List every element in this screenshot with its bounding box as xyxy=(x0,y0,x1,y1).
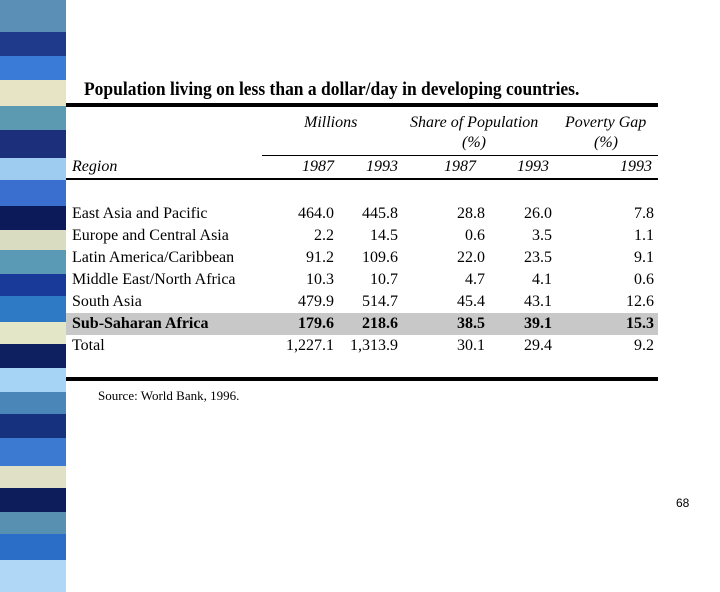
header-year-1: 1987 xyxy=(302,158,334,175)
row-value: 1,227.1 xyxy=(286,337,334,354)
row-region: Sub-Saharan Africa xyxy=(72,315,209,332)
stripe-block xyxy=(0,206,66,230)
row-value: 514.7 xyxy=(362,293,398,310)
row-value: 15.3 xyxy=(626,315,654,332)
table-bottom-rule xyxy=(66,377,658,381)
header-share-line2: (%) xyxy=(462,134,486,151)
row-value: 26.0 xyxy=(524,205,552,222)
header-year-2: 1993 xyxy=(366,158,398,175)
row-value: 43.1 xyxy=(524,293,552,310)
row-value: 4.1 xyxy=(532,271,552,288)
row-value: 10.3 xyxy=(306,271,334,288)
row-region: Europe and Central Asia xyxy=(72,227,229,244)
header-year-3: 1987 xyxy=(444,158,476,175)
row-value: 22.0 xyxy=(457,249,485,266)
stripe-block xyxy=(0,344,66,368)
row-value: 3.5 xyxy=(532,227,552,244)
row-value: 218.6 xyxy=(362,315,398,332)
stripe-block xyxy=(0,512,66,534)
row-value: 9.2 xyxy=(634,337,654,354)
row-region: Middle East/North Africa xyxy=(72,271,236,288)
row-value: 10.7 xyxy=(370,271,398,288)
row-region: Latin America/Caribbean xyxy=(72,249,235,266)
stripe-block xyxy=(0,56,66,80)
header-gap-line1: Poverty Gap xyxy=(565,114,647,131)
row-value: 91.2 xyxy=(306,249,334,266)
row-value: 1,313.9 xyxy=(350,337,398,354)
row-value: 38.5 xyxy=(457,315,485,332)
row-value: 28.8 xyxy=(457,205,485,222)
row-value: 23.5 xyxy=(524,249,552,266)
stripe-block xyxy=(0,230,66,250)
stripe-block xyxy=(0,106,66,130)
slide-title: Population living on less than a dollar/… xyxy=(84,79,580,100)
header-sub-rule xyxy=(262,155,658,156)
table-row: Latin America/Caribbean 91.2 109.6 22.0 23.5… xyxy=(66,247,658,269)
header-share-line1: Share of Population xyxy=(410,114,539,131)
stripe-block xyxy=(0,158,66,180)
header-gap-line2: (%) xyxy=(594,134,618,151)
row-value: 39.1 xyxy=(524,315,552,332)
table-row: Middle East/North Africa 10.3 10.7 4.7 4.1 0.… xyxy=(66,269,658,291)
header-bottom-rule xyxy=(66,178,658,180)
decorative-stripe xyxy=(0,0,66,592)
row-value: 12.6 xyxy=(626,293,654,310)
row-value: 30.1 xyxy=(457,337,485,354)
stripe-block xyxy=(0,438,66,466)
page-number: 68 xyxy=(676,496,690,510)
table-top-rule xyxy=(66,103,658,107)
table-row: East Asia and Pacific 464.0 445.8 28.8 26.0 7… xyxy=(66,203,658,225)
stripe-block xyxy=(0,274,66,296)
row-value: 445.8 xyxy=(362,205,398,222)
stripe-block xyxy=(0,180,66,206)
stripe-block xyxy=(0,392,66,414)
row-value: 1.1 xyxy=(634,227,654,244)
row-value: 2.2 xyxy=(314,227,334,244)
row-region: South Asia xyxy=(72,293,142,310)
row-value: 9.1 xyxy=(634,249,654,266)
row-value: 464.0 xyxy=(298,205,334,222)
row-value: 14.5 xyxy=(370,227,398,244)
row-value: 29.4 xyxy=(524,337,552,354)
stripe-block xyxy=(0,368,66,392)
row-region: Total xyxy=(72,337,105,354)
row-value: 7.8 xyxy=(634,205,654,222)
stripe-block xyxy=(0,32,66,56)
row-value: 109.6 xyxy=(362,249,398,266)
stripe-block xyxy=(0,250,66,274)
stripe-block xyxy=(0,322,66,344)
stripe-block xyxy=(0,560,66,592)
header-year-4: 1993 xyxy=(517,158,549,175)
stripe-block xyxy=(0,296,66,322)
stripe-block xyxy=(0,488,66,512)
stripe-block xyxy=(0,80,66,106)
table-row: Total 1,227.1 1,313.9 30.1 29.4 9.2 xyxy=(66,335,658,357)
table-row: Europe and Central Asia 2.2 14.5 0.6 3.5 1.1 xyxy=(66,225,658,247)
table-row: Sub-Saharan Africa 179.6 218.6 38.5 39.1 15.3 xyxy=(66,313,658,335)
row-value: 0.6 xyxy=(465,227,485,244)
stripe-block xyxy=(0,534,66,560)
row-value: 179.6 xyxy=(298,315,334,332)
header-millions: Millions xyxy=(304,114,358,131)
row-value: 4.7 xyxy=(465,271,485,288)
row-region: East Asia and Pacific xyxy=(72,205,208,222)
row-value: 0.6 xyxy=(634,271,654,288)
stripe-block xyxy=(0,414,66,438)
header-region: Region xyxy=(72,158,118,175)
source-note: Source: World Bank, 1996. xyxy=(98,388,240,403)
table-row: South Asia 479.9 514.7 45.4 43.1 12.6 xyxy=(66,291,658,313)
row-value: 479.9 xyxy=(298,293,334,310)
stripe-block xyxy=(0,130,66,158)
header-year-5: 1993 xyxy=(620,158,652,175)
stripe-block xyxy=(0,466,66,488)
row-value: 45.4 xyxy=(457,293,485,310)
stripe-block xyxy=(0,0,66,32)
